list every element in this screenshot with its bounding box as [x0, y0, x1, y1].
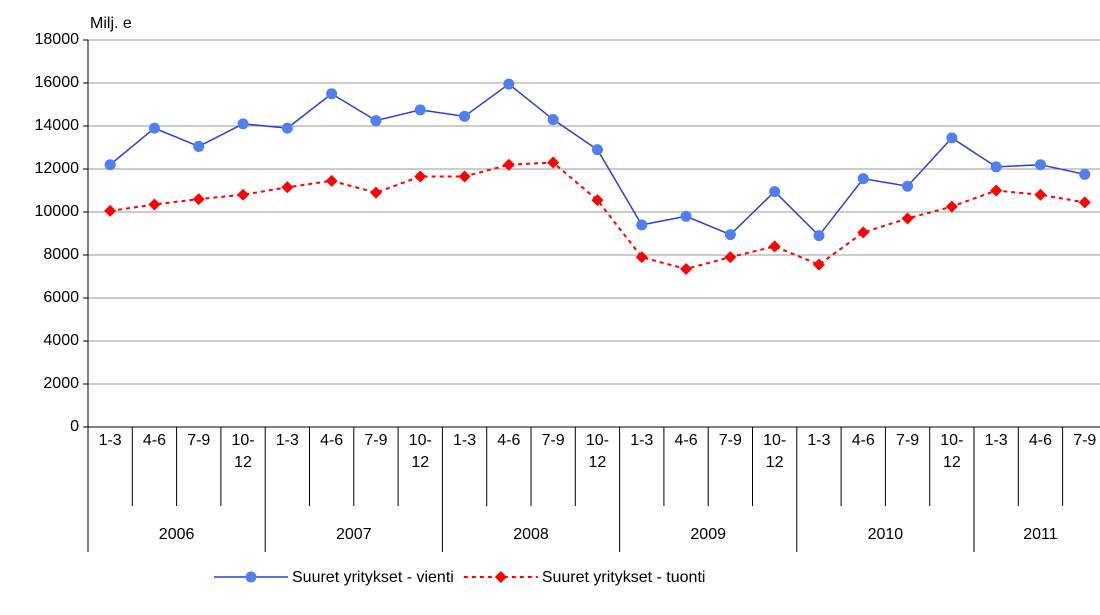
- x-tick-label: 7-9: [1073, 432, 1097, 449]
- x-tick-label: 7-9: [718, 432, 742, 449]
- y-tick-label: 10000: [35, 203, 80, 220]
- group-label: 2006: [159, 526, 195, 543]
- x-tick-label: 10-12: [231, 432, 255, 471]
- data-point: [724, 229, 736, 241]
- group-label: 2011: [1023, 526, 1058, 543]
- x-tick-label: 4-6: [142, 432, 166, 449]
- x-tick-label: 7-9: [187, 432, 211, 449]
- data-point: [458, 170, 471, 183]
- y-tick-label: 6000: [43, 289, 79, 306]
- y-tick-label: 12000: [35, 160, 80, 177]
- group-label: 2007: [336, 526, 372, 543]
- data-point: [990, 161, 1002, 173]
- data-point: [901, 212, 914, 225]
- data-point: [237, 188, 250, 201]
- data-point: [281, 181, 294, 194]
- x-tick-label: 4-6: [1028, 432, 1052, 449]
- data-point: [192, 193, 205, 206]
- legend-label: Suuret yritykset - vienti: [292, 569, 454, 586]
- x-tick-label: 7-9: [895, 432, 920, 449]
- data-point: [414, 104, 426, 116]
- x-tick-label: 10-12: [763, 432, 787, 471]
- data-point: [148, 122, 160, 134]
- data-point: [812, 258, 825, 271]
- data-point: [148, 198, 161, 211]
- data-point: [104, 159, 116, 171]
- data-point: [857, 173, 869, 185]
- data-point: [902, 180, 914, 192]
- group-label: 2010: [868, 526, 904, 543]
- x-tick-label: 1-3: [275, 432, 299, 449]
- y-tick-label: 8000: [43, 246, 79, 263]
- data-point: [946, 132, 958, 144]
- data-point: [945, 200, 958, 213]
- y-tick-label: 0: [70, 418, 79, 435]
- data-point: [193, 140, 205, 152]
- series-line: [110, 161, 1085, 271]
- legend-label: Suuret yritykset - tuonti: [542, 569, 706, 586]
- data-point: [636, 219, 648, 231]
- x-tick-label: 1-3: [630, 432, 654, 449]
- x-tick-label: 4-6: [851, 432, 875, 449]
- data-point: [769, 186, 781, 198]
- x-tick-label: 10-12: [585, 432, 609, 471]
- data-point: [369, 186, 382, 199]
- data-point: [502, 158, 515, 171]
- data-point: [325, 174, 338, 187]
- data-point: [1079, 168, 1091, 180]
- data-point: [724, 251, 737, 264]
- data-point: [591, 194, 604, 207]
- y-tick-label: 18000: [35, 31, 80, 48]
- data-point: [1078, 196, 1091, 209]
- data-point: [591, 144, 603, 156]
- x-tick-label: 7-9: [541, 432, 565, 449]
- data-point: [459, 110, 471, 122]
- x-tick-label: 1-3: [452, 432, 477, 449]
- x-tick-label: 1-3: [984, 432, 1008, 449]
- x-tick-label: 4-6: [497, 432, 521, 449]
- data-point: [370, 115, 382, 127]
- legend-marker: [494, 571, 507, 583]
- group-label: 2008: [513, 526, 549, 543]
- data-point: [104, 204, 117, 217]
- y-tick-label: 2000: [43, 375, 79, 392]
- data-point: [547, 156, 560, 169]
- y-axis-title: Milj. e: [90, 15, 132, 32]
- x-tick-label: 4-6: [320, 432, 344, 449]
- data-point: [680, 210, 692, 222]
- data-point: [635, 251, 648, 264]
- data-point: [857, 226, 870, 239]
- data-point: [414, 170, 427, 183]
- data-point: [237, 118, 249, 130]
- data-point: [1034, 188, 1047, 201]
- y-tick-label: 4000: [43, 332, 79, 349]
- x-tick-label: 4-6: [674, 432, 698, 449]
- data-point: [990, 184, 1003, 197]
- data-point: [326, 88, 338, 100]
- x-tick-label: 1-3: [807, 432, 831, 449]
- x-tick-label: 10-12: [408, 432, 432, 471]
- x-tick-label: 1-3: [98, 432, 122, 449]
- data-point: [503, 78, 515, 90]
- legend-marker: [245, 571, 257, 583]
- data-point: [281, 122, 293, 134]
- y-tick-label: 14000: [35, 117, 80, 134]
- x-tick-label: 7-9: [364, 432, 388, 449]
- data-point: [680, 262, 693, 275]
- data-point: [547, 114, 559, 126]
- x-tick-label: 10-12: [940, 432, 964, 471]
- group-label: 2009: [690, 526, 726, 543]
- data-point: [768, 240, 781, 253]
- y-tick-label: 16000: [35, 74, 80, 91]
- data-point: [813, 230, 825, 242]
- series-line: [109, 83, 1085, 237]
- data-point: [1034, 159, 1046, 171]
